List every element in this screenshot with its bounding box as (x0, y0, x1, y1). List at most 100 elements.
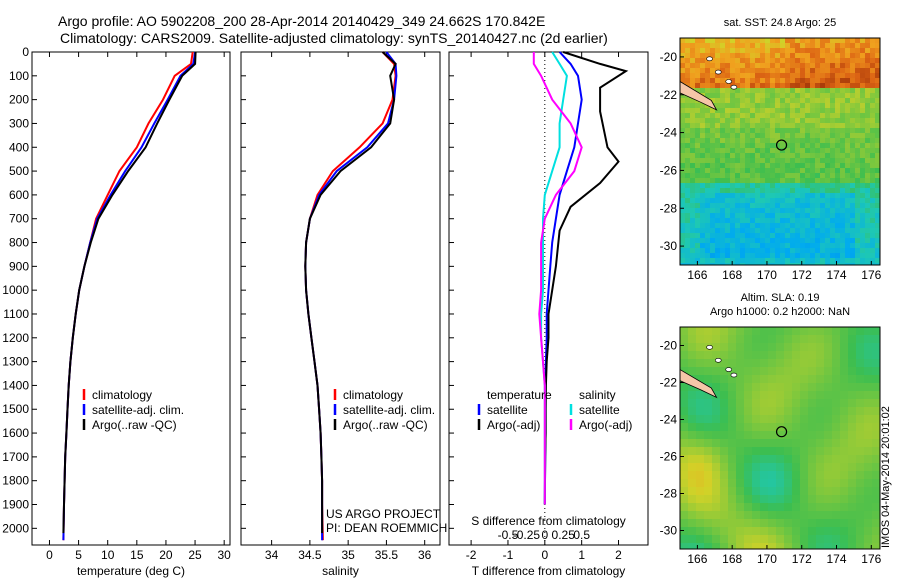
map-cell (820, 178, 825, 183)
map-cell (775, 168, 780, 173)
map-cell (720, 193, 725, 198)
map-cell (755, 143, 760, 148)
map-cell (840, 479, 848, 487)
map-cell (830, 238, 835, 243)
map-cell (730, 48, 735, 53)
map-cell (750, 253, 755, 258)
map-cell (730, 43, 735, 48)
map-cell (810, 203, 815, 208)
map-cell (760, 399, 768, 407)
map-cell (688, 487, 696, 495)
map-cell (785, 178, 790, 183)
map-cell (685, 188, 690, 193)
map-cell (725, 108, 730, 113)
map-cell (820, 153, 825, 158)
map-cell (830, 143, 835, 148)
map-cell (725, 183, 730, 188)
map-cell (840, 98, 845, 103)
map-cell (755, 118, 760, 123)
map-cell (848, 471, 856, 479)
map-cell (792, 407, 800, 415)
map-cell (745, 93, 750, 98)
map-cell (720, 218, 725, 223)
map-cell (795, 163, 800, 168)
map-cell (784, 487, 792, 495)
map-cell (730, 58, 735, 63)
map-cell (860, 58, 865, 63)
map-cell (685, 163, 690, 168)
map-cell (875, 38, 880, 43)
map-cell (795, 108, 800, 113)
map-cell (696, 399, 704, 407)
map-cell (872, 415, 880, 423)
map-cell (870, 43, 875, 48)
map-cell (840, 359, 848, 367)
map-cell (736, 359, 744, 367)
map-cell (690, 183, 695, 188)
map-cell (704, 527, 712, 535)
map-cell (750, 238, 755, 243)
x-tick-label: 0 (46, 548, 53, 562)
map-cell (768, 439, 776, 447)
map-cell (815, 118, 820, 123)
y-tick-label: -24 (660, 413, 678, 427)
map-cell (750, 93, 755, 98)
map-cell (830, 208, 835, 213)
map-cell (768, 503, 776, 511)
map-cell (875, 168, 880, 173)
map-cell (775, 58, 780, 63)
map-cell (760, 367, 768, 375)
map-cell (840, 228, 845, 233)
map-cell (875, 133, 880, 138)
map-cell (715, 88, 720, 93)
map-cell (845, 123, 850, 128)
x-tick-label: 36 (418, 548, 432, 562)
map-cell (770, 193, 775, 198)
map-cell (700, 193, 705, 198)
map-cell (740, 143, 745, 148)
map-cell (755, 218, 760, 223)
map-cell (755, 213, 760, 218)
map-cell (695, 48, 700, 53)
map-cell (735, 198, 740, 203)
map-cell (775, 233, 780, 238)
map-cell (685, 83, 690, 88)
map-cell (835, 178, 840, 183)
map-cell (848, 503, 856, 511)
map-cell (870, 98, 875, 103)
map-cell (860, 208, 865, 213)
map-cell (750, 58, 755, 63)
map-cell (680, 173, 685, 178)
map-cell (735, 143, 740, 148)
map-cell (735, 243, 740, 248)
map-cell (808, 495, 816, 503)
map-cell (872, 447, 880, 455)
map-cell (865, 253, 870, 258)
map-cell (870, 173, 875, 178)
map-cell (800, 58, 805, 63)
map-cell (865, 93, 870, 98)
map-cell (848, 495, 856, 503)
map-cell (808, 375, 816, 383)
map-cell (712, 359, 720, 367)
map-cell (704, 535, 712, 543)
map-cell (816, 535, 824, 543)
map-cell (680, 38, 685, 43)
map-cell (740, 83, 745, 88)
map-cell (864, 543, 872, 549)
map-cell (875, 213, 880, 218)
map-cell (864, 367, 872, 375)
map-cell (850, 63, 855, 68)
map-cell (864, 479, 872, 487)
map-cell (765, 158, 770, 163)
map-cell (830, 113, 835, 118)
map-cell (768, 487, 776, 495)
map-cell (720, 367, 728, 375)
map-cell (840, 423, 848, 431)
map-cell (690, 168, 695, 173)
map-cell (805, 98, 810, 103)
map-cell (800, 535, 808, 543)
map-cell (745, 73, 750, 78)
map-cell (780, 248, 785, 253)
map-cell (790, 113, 795, 118)
